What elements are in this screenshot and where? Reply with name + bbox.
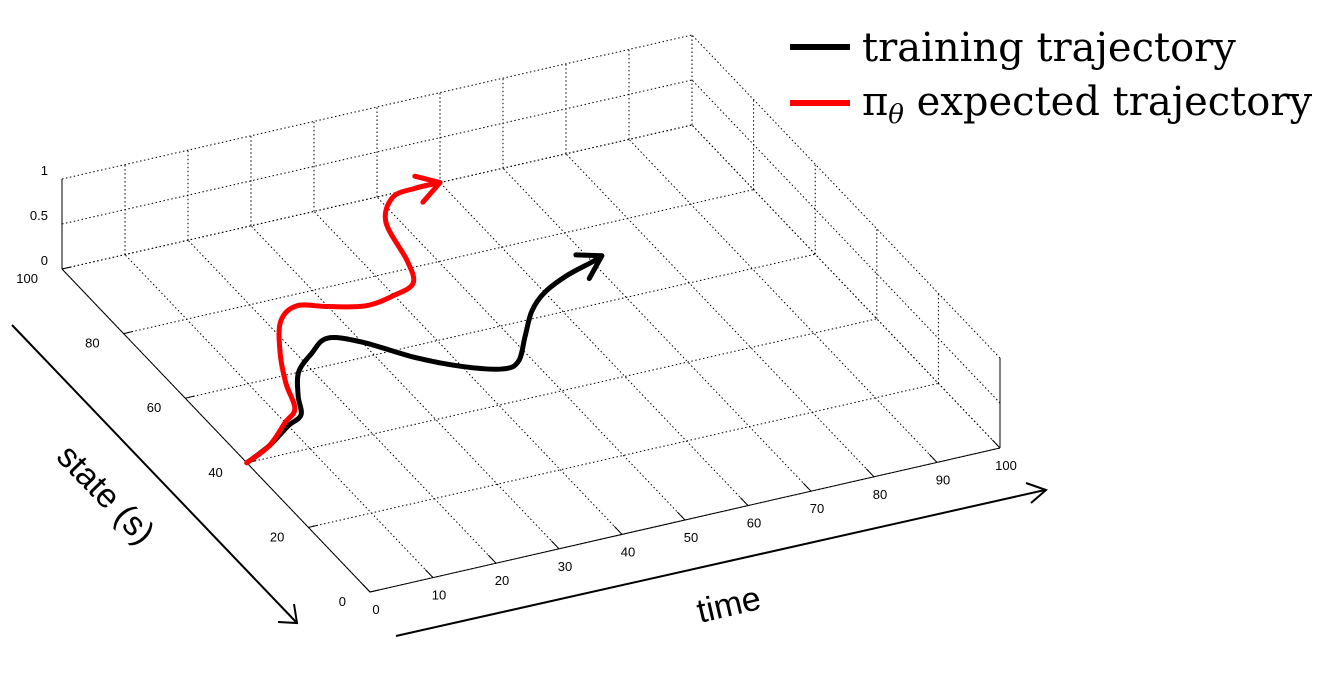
y-tick-label-1: 20 — [270, 529, 284, 544]
series-line-training — [244, 253, 605, 466]
floor-grid-x-8 — [565, 153, 875, 478]
y-tick-label-3: 60 — [147, 400, 161, 415]
y-tick-label-5: 100 — [16, 271, 38, 286]
grid-layer — [61, 34, 1001, 593]
y-axis-title: state (s) — [49, 437, 162, 552]
series-line-expected — [244, 180, 443, 466]
floor-grid-x-10 — [691, 124, 1001, 449]
legend-label-expected: πθ expected trajectory — [862, 79, 1312, 130]
z-tick-label-0: 0 — [41, 253, 48, 268]
z-tick-label-1: 0.5 — [30, 208, 48, 223]
floor-grid-x-6 — [439, 182, 749, 506]
x-tick-0 — [361, 583, 371, 593]
right-wall-grid-z-1 — [691, 79, 1001, 404]
frame-layer — [61, 179, 1001, 593]
x-tick-label-8: 80 — [873, 487, 887, 502]
y-tick-4 — [123, 330, 134, 335]
state-axis-arrow-line — [11, 324, 297, 623]
frame-edge-state-axis — [61, 268, 371, 593]
y-tick-3 — [185, 395, 195, 399]
x-tick-7 — [802, 482, 812, 492]
x-tick-label-1: 10 — [432, 588, 446, 603]
right-wall-grid-z-0 — [691, 124, 1001, 449]
x-tick-5 — [676, 511, 686, 521]
legend-label-training: training trajectory — [862, 25, 1236, 71]
x-tick-label-9: 90 — [936, 472, 950, 487]
legend-theta-subscript: θ — [888, 100, 904, 130]
x-tick-label-6: 60 — [747, 516, 761, 531]
back-wall-grid-z-2 — [61, 34, 693, 180]
time-axis-arrow-line — [395, 489, 1046, 637]
x-tick-3 — [550, 540, 560, 550]
legend-expected-suffix: expected trajectory — [904, 79, 1312, 125]
z-tick-label-2: 1 — [41, 163, 48, 178]
y-tick-0 — [369, 589, 380, 593]
floor-grid-x-2 — [187, 239, 497, 564]
series-layer — [244, 173, 605, 466]
x-tick-label-5: 50 — [684, 530, 698, 545]
x-tick-2 — [487, 554, 497, 564]
y-tick-5 — [61, 266, 72, 270]
x-tick-8 — [865, 468, 875, 478]
x-tick-6 — [739, 497, 749, 506]
x-tick-label-7: 70 — [810, 501, 824, 516]
floor-grid-x-7 — [502, 167, 812, 492]
floor-grid-x-4 — [313, 211, 623, 535]
x-tick-10 — [991, 439, 1001, 449]
series-arrowhead-training — [573, 252, 605, 282]
y-tick-label-0: 0 — [339, 594, 346, 609]
state-axis-arrow-head — [277, 603, 299, 625]
x-tick-1 — [424, 569, 434, 578]
y-tick-label-4: 80 — [85, 336, 99, 351]
x-tick-label-0: 0 — [372, 602, 379, 617]
legend-pi-symbol: π — [862, 79, 888, 125]
series-arrowhead-expected — [412, 173, 443, 205]
y-tick-1 — [308, 524, 318, 528]
x-tick-label-10: 100 — [995, 458, 1017, 473]
x-tick-label-2: 20 — [495, 573, 509, 588]
floor-grid-x-9 — [628, 139, 938, 463]
x-axis-title: time — [693, 579, 764, 630]
x-tick-9 — [928, 453, 938, 463]
x-tick-label-3: 30 — [558, 559, 572, 574]
x-tick-label-4: 40 — [621, 544, 635, 559]
x-tick-4 — [613, 525, 623, 535]
legend: training trajectory πθ expected trajecto… — [790, 25, 1312, 130]
time-axis-arrow-head — [1025, 482, 1048, 504]
y-tick-label-2: 40 — [208, 465, 222, 480]
